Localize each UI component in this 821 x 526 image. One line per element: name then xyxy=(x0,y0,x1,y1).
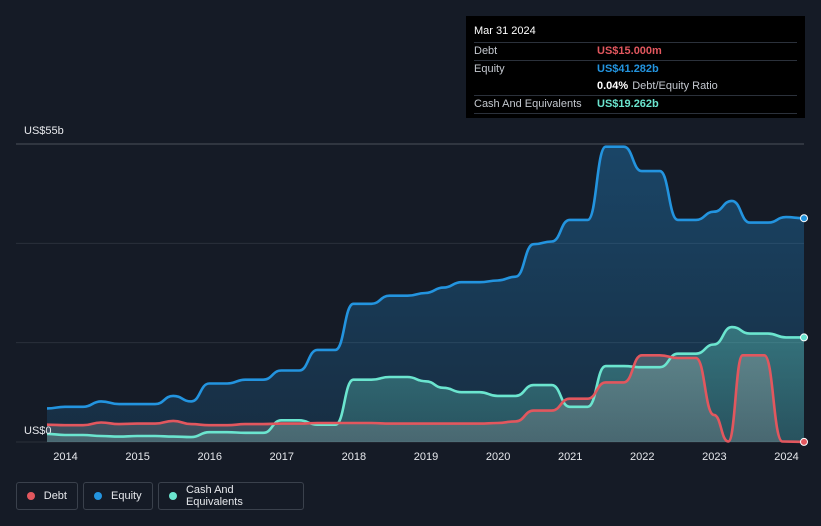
legend-cash-label: Cash And Equivalents xyxy=(185,484,243,508)
cash-dot-icon xyxy=(169,492,177,500)
tooltip-ratio-value: 0.04% xyxy=(597,80,629,92)
debt-dot-icon xyxy=(27,492,35,500)
tooltip-equity-label: Equity xyxy=(474,63,505,75)
y-axis-zero-label: US$0 xyxy=(24,425,52,437)
y-axis-top-label: US$55b xyxy=(24,125,64,137)
x-tick-label: 2017 xyxy=(269,451,295,463)
tooltip-row-ratio: 0.04% Debt/Equity Ratio xyxy=(474,78,797,96)
legend-item-debt[interactable]: Debt xyxy=(16,482,78,510)
equity-dot-icon xyxy=(94,492,102,500)
tooltip-debt-value: US$15.000m xyxy=(597,45,662,57)
legend-equity-label: Equity xyxy=(111,490,142,502)
tooltip-cash-value: US$19.262b xyxy=(597,98,659,110)
x-tick-label: 2023 xyxy=(702,451,727,463)
tooltip-debt-label: Debt xyxy=(474,45,498,57)
equity-line xyxy=(46,145,805,410)
x-tick-label: 2022 xyxy=(630,451,655,463)
debt-line xyxy=(46,353,805,444)
tooltip-row-debt: Debt US$15.000m xyxy=(474,43,797,61)
legend-item-cash[interactable]: Cash And Equivalents xyxy=(158,482,304,510)
x-tick-label: 2024 xyxy=(774,451,799,463)
tooltip-panel: Mar 31 2024 Debt US$15.000m Equity US$41… xyxy=(466,16,805,118)
legend-debt-label: Debt xyxy=(43,490,67,502)
cash-line xyxy=(46,325,804,439)
debt-end-marker xyxy=(800,437,808,446)
tooltip-ratio-label: Debt/Equity Ratio xyxy=(632,80,718,92)
x-tick-label: 2020 xyxy=(485,451,511,463)
tooltip-row-equity: Equity US$41.282b xyxy=(474,61,797,78)
cash-end-marker xyxy=(800,333,808,342)
tooltip-row-cash: Cash And Equivalents US$19.262b xyxy=(474,96,797,114)
tooltip-date: Mar 31 2024 xyxy=(474,24,797,43)
x-tick-label: 2016 xyxy=(197,451,222,463)
debt-area xyxy=(47,355,804,442)
x-tick-label: 2019 xyxy=(413,451,439,463)
equity-end-marker xyxy=(800,214,808,223)
x-tick-label: 2018 xyxy=(341,451,367,463)
x-tick-label: 2015 xyxy=(125,451,150,463)
x-tick-label: 2014 xyxy=(53,451,78,463)
legend-item-equity[interactable]: Equity xyxy=(83,482,153,510)
tooltip-equity-value: US$41.282b xyxy=(597,63,659,75)
x-tick-label: 2021 xyxy=(557,451,583,463)
tooltip-cash-label: Cash And Equivalents xyxy=(474,98,582,110)
